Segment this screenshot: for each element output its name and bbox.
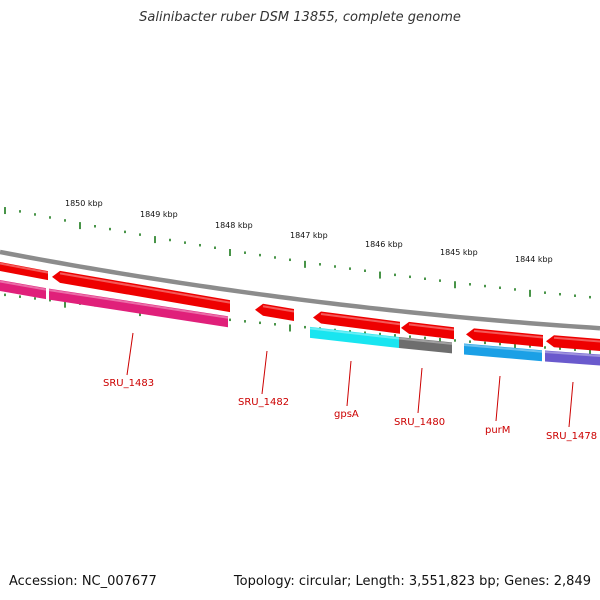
gene-purm-highlight xyxy=(473,329,544,339)
annotation-blue-purm xyxy=(464,343,542,362)
gene-leader-lines xyxy=(126,332,574,428)
gene-sru-1482 xyxy=(255,303,294,321)
kbp-label-1845: 1845 kbp xyxy=(440,248,478,257)
kbp-label-1847: 1847 kbp xyxy=(290,231,328,240)
gene-sru-1480-highlight xyxy=(408,323,455,331)
backbone-layer xyxy=(0,249,600,331)
annotation-pink-left-highlight xyxy=(0,280,47,291)
gene-label-gpsa: gpsA xyxy=(334,409,359,420)
leader-sru-1480 xyxy=(417,367,423,414)
genome-backbone xyxy=(0,249,600,331)
annotation-gray-sru-1480 xyxy=(399,337,452,354)
annotation-cyan-gpsa-highlight xyxy=(309,327,400,340)
topology-text: Topology: circular; Length: 3,551,823 bp… xyxy=(233,574,591,589)
leader-sru-1482 xyxy=(261,350,268,395)
ruler-top-ticks xyxy=(4,207,591,299)
annotation-purple-sru-1478 xyxy=(545,350,600,366)
figure-title: Salinibacter ruber DSM 13855, complete g… xyxy=(139,10,461,25)
gene-label-sru-1480: SRU_1480 xyxy=(394,417,445,428)
gene-sru-1478-highlight xyxy=(553,336,600,343)
gene-sru-1482-highlight xyxy=(262,305,295,313)
annotation-purple-sru-1478-highlight xyxy=(544,350,600,357)
gene-label-purm: purM xyxy=(485,425,510,436)
annotation-pink-sru-1483 xyxy=(49,288,228,328)
gene-label-sru-1483: SRU_1483 xyxy=(103,378,154,389)
gene-sru-1478 xyxy=(546,335,600,352)
annotation-blue-purm-highlight xyxy=(463,344,543,353)
annotation-pink-sru-1483-highlight xyxy=(48,289,229,319)
kbp-label-1846: 1846 kbp xyxy=(365,240,403,249)
gene-sru-1480 xyxy=(401,321,454,340)
annotation-cyan-gpsa xyxy=(310,326,399,349)
kbp-label-1848: 1848 kbp xyxy=(215,221,253,230)
annotation-pink-left xyxy=(0,279,46,300)
kbp-label-1850: 1850 kbp xyxy=(65,199,103,208)
leader-sru-1483 xyxy=(126,332,134,376)
kbp-label-1849: 1849 kbp xyxy=(140,210,178,219)
gene-forward-sru-1484 xyxy=(0,261,48,281)
gene-gpsa xyxy=(313,311,400,334)
gene-layer xyxy=(0,261,600,366)
kbp-label-1844: 1844 kbp xyxy=(515,255,553,264)
gene-gpsa-highlight xyxy=(320,312,401,326)
leader-sru-1478 xyxy=(568,381,574,428)
leader-gpsa xyxy=(346,360,352,407)
gene-forward-sru-1484-highlight xyxy=(0,262,49,274)
gene-purm xyxy=(466,328,543,348)
annotation-gray-sru-1480-highlight xyxy=(398,337,453,345)
leader-purm xyxy=(495,375,501,422)
accession-text: Accession: NC_007677 xyxy=(9,574,157,589)
gene-label-sru-1478: SRU_1478 xyxy=(546,431,597,442)
gene-label-sru-1482: SRU_1482 xyxy=(238,397,289,408)
gene-sru-1483-highlight xyxy=(59,272,231,304)
gene-sru-1483 xyxy=(52,270,230,313)
